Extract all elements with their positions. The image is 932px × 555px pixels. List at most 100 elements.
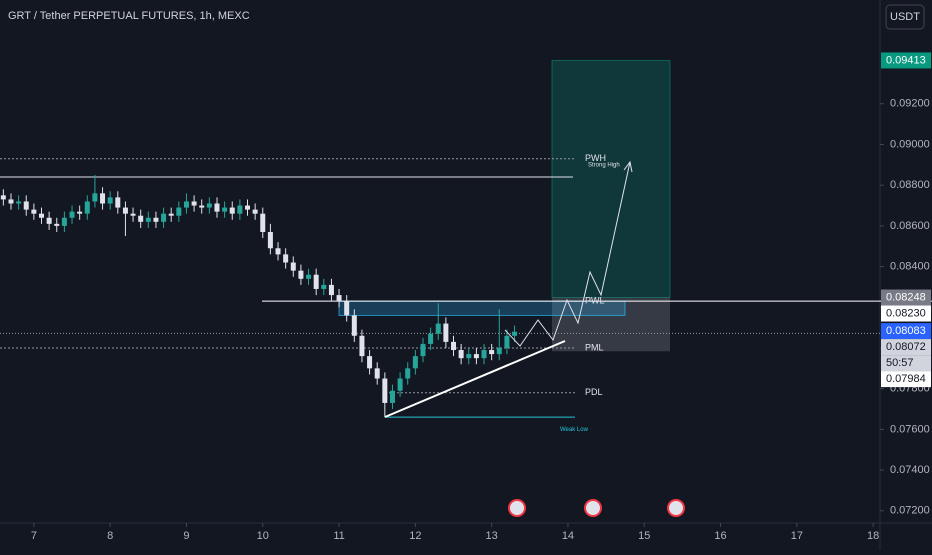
candle-body	[214, 203, 220, 212]
axis-layer: 0.072000.074000.076000.078000.080000.082…	[31, 52, 931, 542]
price-tag: 0.08072	[881, 339, 931, 356]
event-icon	[584, 499, 602, 517]
candle-body	[16, 201, 22, 204]
price-tag-bg	[881, 371, 931, 388]
entry-zone	[338, 300, 626, 316]
position-layer	[338, 59, 671, 352]
level-label: Strong High	[588, 163, 620, 169]
candle-body	[206, 203, 212, 208]
candle-body	[405, 368, 411, 379]
candle-body	[61, 217, 67, 226]
candle-body	[374, 368, 380, 379]
currency-button[interactable]	[885, 4, 925, 30]
price-tag: 0.07984	[881, 371, 931, 388]
x-tick-label: 14	[562, 530, 574, 542]
candle-body	[481, 350, 487, 359]
candle-body	[100, 193, 106, 204]
target-box	[551, 59, 671, 299]
price-tag-bg	[881, 355, 931, 372]
projection-arrow	[623, 160, 633, 173]
candle-body	[77, 211, 83, 214]
candle-body	[92, 193, 98, 202]
candle-body	[382, 378, 388, 403]
candle-body	[237, 205, 243, 214]
x-tick-label: 8	[107, 530, 113, 542]
candle-body	[458, 350, 464, 359]
candle-body	[23, 201, 29, 210]
level-label: PML	[585, 342, 604, 352]
chart-title: GRT / Tether PERPETUAL FUTURES, 1h, MEXC	[8, 10, 250, 22]
y-tick-label: 0.08400	[890, 260, 930, 272]
candle-body	[145, 217, 151, 222]
x-tick-label: 12	[409, 530, 421, 542]
candle-body	[69, 211, 75, 218]
candle-body	[351, 315, 357, 336]
y-tick-label: 0.08800	[890, 179, 930, 191]
candle-body	[245, 205, 251, 210]
candle-body	[153, 217, 159, 222]
currency-label[interactable]: USDT	[890, 11, 920, 23]
candle-body	[54, 223, 60, 226]
candle-body	[313, 274, 319, 289]
candle-body	[260, 213, 266, 232]
candle-body	[39, 213, 45, 218]
candle-body	[328, 284, 334, 296]
candle-body	[451, 341, 457, 351]
candle-body	[267, 231, 273, 249]
price-tag-label: 0.08083	[886, 325, 926, 337]
price-tag: 0.08230	[881, 305, 931, 322]
candle-body	[222, 207, 228, 212]
x-tick-label: 11	[333, 530, 344, 542]
event-icon	[667, 499, 685, 517]
price-tag: 0.09413	[881, 52, 931, 69]
price-tag-label: 0.08248	[886, 291, 926, 303]
candle-body	[359, 335, 365, 357]
x-tick-label: 16	[714, 530, 726, 542]
y-tick-label: 0.09200	[890, 98, 930, 110]
candle-body	[504, 335, 510, 348]
price-tag-label: 0.07984	[886, 373, 926, 385]
candle-body	[306, 274, 312, 279]
candle-body	[512, 331, 518, 336]
price-tag-bg	[881, 339, 931, 356]
candle-body	[321, 284, 327, 289]
candle-body	[46, 217, 52, 224]
candle-body	[473, 354, 479, 359]
event-icons	[508, 499, 685, 517]
y-tick-label: 0.08600	[890, 220, 930, 232]
candle-body	[8, 199, 14, 204]
price-tag: 0.08083	[881, 323, 931, 340]
candle-body	[176, 207, 182, 216]
candle-body	[428, 333, 434, 344]
candle-body	[443, 323, 449, 342]
candle-body	[336, 295, 342, 302]
y-tick-label: 0.07400	[890, 464, 930, 476]
candle-body	[344, 301, 350, 316]
candle-body	[84, 201, 90, 214]
y-tick-label: 0.09000	[890, 138, 930, 150]
candle-body	[229, 207, 235, 214]
candle-body	[489, 350, 495, 355]
candles-layer	[0, 175, 518, 418]
level-label: Weak Low	[560, 427, 589, 433]
price-tag-label: 0.09413	[886, 54, 926, 66]
projection-path	[504, 161, 631, 347]
price-tag-label: 50:57	[886, 357, 914, 369]
candle-body	[31, 209, 37, 214]
candle-body	[107, 197, 113, 204]
x-tick-label: 10	[257, 530, 269, 542]
candle-body	[130, 213, 136, 216]
price-tag: 50:57	[881, 355, 931, 372]
trendline	[384, 340, 566, 418]
candle-body	[138, 215, 144, 222]
price-tag-bg	[881, 323, 931, 340]
candle-body	[420, 343, 426, 357]
stop-box	[552, 297, 670, 352]
candle-body	[275, 248, 281, 255]
candle-body	[389, 390, 395, 403]
candle-body	[115, 197, 121, 208]
candle-body	[168, 213, 174, 216]
candle-body	[122, 207, 128, 214]
